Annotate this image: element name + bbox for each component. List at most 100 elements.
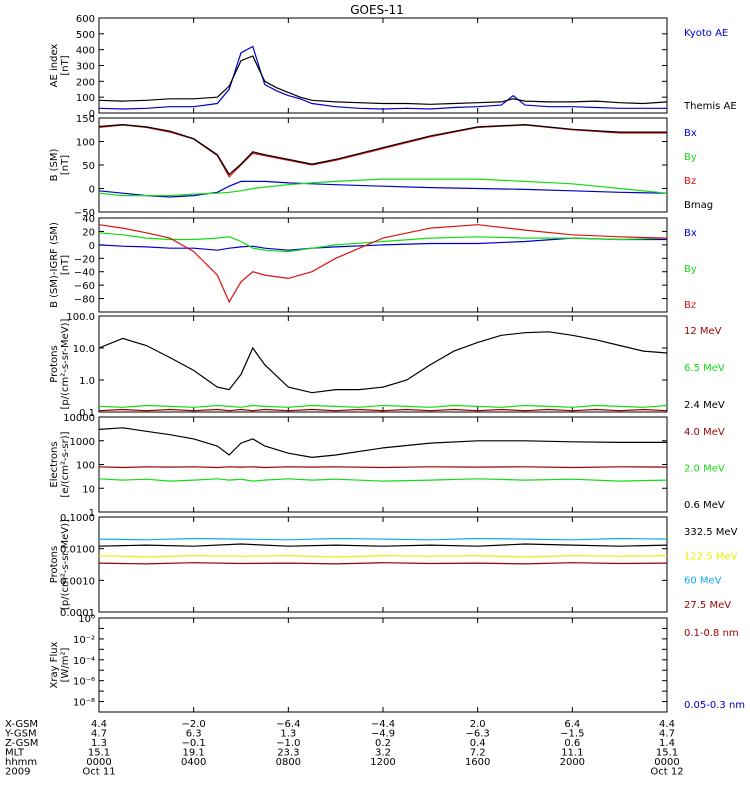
legend-label: 4.0 MeV <box>684 427 725 438</box>
series-line-12-mev <box>98 408 668 412</box>
x-row-value: 4.7 <box>91 729 107 740</box>
legend-label: Bmag <box>684 200 713 211</box>
y-axis-label: [nT] <box>60 255 71 275</box>
y-tick-label: 100 <box>76 138 95 149</box>
legend-label: 27.5 MeV <box>684 600 731 611</box>
y-tick-label: 10000 <box>63 413 95 424</box>
x-row-label: Y-GSM <box>4 729 37 740</box>
y-tick-label: 0 <box>89 241 95 252</box>
series-line-themis-ae <box>98 55 668 105</box>
y-tick-label: 600 <box>76 14 95 25</box>
x-row-value: 6.4 <box>564 719 580 730</box>
x-row-value: 2.0 <box>470 719 486 730</box>
legend-label: 0.1-0.8 nm <box>684 628 739 639</box>
series-line-bmag <box>98 123 667 176</box>
x-row-label: Z-GSM <box>5 738 38 749</box>
series-line-2-4-mev <box>98 331 668 394</box>
y-tick-label: 0.0001 <box>60 608 95 619</box>
x-row-value: 4.4 <box>659 719 675 730</box>
x-row-value: 1.3 <box>280 729 296 740</box>
x-row-label: X-GSM <box>5 719 38 730</box>
x-row-value: 0800 <box>276 757 301 768</box>
series-line-122-5-mev <box>98 555 668 558</box>
series-line-27-5-mev <box>98 562 668 565</box>
y-tick-label: 1000 <box>70 437 95 448</box>
y-tick-label: 10⁻⁶ <box>73 677 95 688</box>
x-row-value: −4.4 <box>371 719 395 730</box>
x-row-label: MLT <box>5 748 25 759</box>
y-tick-label: −80 <box>74 295 95 306</box>
y-axis-label: [e/(cm²-s-sr)] <box>60 431 71 497</box>
series-line-60-mev <box>98 537 668 541</box>
y-tick-label: 10.0 <box>73 344 95 355</box>
y-axis-label: B (SM)-IGRF (SM) <box>49 222 60 308</box>
x-row-value: 1600 <box>465 757 490 768</box>
panel-ae: 0 100 200 300 400 500 600 AE index [nT] Kyoto AE T… <box>49 14 737 120</box>
x-row-value: 23.3 <box>277 748 299 759</box>
series-line-kyoto-ae <box>98 45 667 110</box>
y-axis-label: [nT] <box>60 55 71 75</box>
x-row-value: 2000 <box>560 757 585 768</box>
y-tick-label: 150 <box>76 114 95 125</box>
panel-bsm: −50 0 50 100 150 B (SM) [nT] Bx By Bz Bmag <box>49 114 713 219</box>
y-tick-label: 400 <box>76 46 95 57</box>
legend-label: 0.6 MeV <box>684 500 725 511</box>
x-row-value: −0.1 <box>182 738 206 749</box>
x-row-value: −1.5 <box>560 729 584 740</box>
series-line-bz <box>98 124 667 178</box>
panel-protons1: 0.1 1.0 10.0 100.0 Protons [p/(cm²-s-sr-MeV)]… <box>49 312 725 419</box>
x-row-value: 1.3 <box>91 738 107 749</box>
y-tick-label: −40 <box>74 268 95 279</box>
x-row-value: −2.0 <box>182 719 206 730</box>
panel-frame <box>98 117 668 213</box>
panel-frame <box>98 315 668 413</box>
x-row-value: 4.4 <box>91 719 107 730</box>
legend-label: 122.5 MeV <box>684 551 738 562</box>
x-row-value: 11.1 <box>561 748 583 759</box>
y-tick-label: 100 <box>76 93 95 104</box>
y-tick-label: −50 <box>74 208 95 219</box>
x-row-value: 1200 <box>370 757 395 768</box>
panel-electrons: 1 10 100 1000 10000 Electrons [e/(cm²-s-sr)] 4.… <box>49 413 725 519</box>
y-axis-label: [p/(cm²-s-sr-MeV)] <box>60 318 71 409</box>
x-row-value: 15.1 <box>656 748 678 759</box>
y-tick-label: 50 <box>82 161 95 172</box>
y-tick-label: 200 <box>76 77 95 88</box>
series-line-4-0-mev <box>98 466 668 469</box>
panel-frame <box>98 516 668 613</box>
legend-label: 0.05-0.3 nm <box>684 700 745 711</box>
x-row-value: 7.2 <box>470 748 486 759</box>
y-tick-label: 0.1 <box>79 408 95 419</box>
x-row-value: 0.4 <box>470 738 486 749</box>
x-row-value: Oct 11 <box>82 767 115 778</box>
y-axis-label: B (SM) <box>49 148 60 181</box>
y-axis-label: Protons <box>49 546 60 583</box>
legend-label: Themis AE <box>683 101 737 112</box>
y-tick-label: 10⁰ <box>78 614 95 625</box>
y-tick-label: 1.0 <box>79 376 95 387</box>
y-tick-label: 10 <box>82 484 95 495</box>
panel-frame <box>98 617 668 713</box>
legend-label: By <box>684 152 697 163</box>
x-row-label: hhmm <box>5 757 37 768</box>
panel-protons2: 0.0001 0.0010 0.0100 0.1000 Protons [p/(cm²-s… <box>49 513 738 619</box>
x-row-value: 0.6 <box>564 738 580 749</box>
panel-xray: 10⁻⁸ 10⁻⁶ 10⁻⁴ 10⁻² 10⁰ Xray Flux [W/m²] 0.1-0.… <box>49 614 745 713</box>
legend-label: 6.5 MeV <box>684 363 725 374</box>
legend-label: By <box>684 264 697 275</box>
panel-bdiff: −80 −60 −40 −20 0 20 40 B (SM)-IGRF (SM) [nT] Bx B… <box>49 214 697 313</box>
y-tick-label: 10⁻⁴ <box>73 656 95 667</box>
y-tick-label: 500 <box>76 30 95 41</box>
y-axis-label: [nT] <box>60 155 71 175</box>
chart-title: GOES-11 <box>350 3 404 17</box>
x-row-value: 3.2 <box>375 748 391 759</box>
x-row-value: 15.1 <box>88 748 110 759</box>
panel-frame <box>98 217 668 313</box>
x-row-value: Oct 12 <box>650 767 683 778</box>
y-tick-label: 0 <box>89 185 95 196</box>
x-row-value: 0000 <box>86 757 111 768</box>
series-line-0-6-mev <box>98 427 667 459</box>
legend-label: Kyoto AE <box>684 28 728 39</box>
y-tick-label: 10⁻² <box>73 635 95 646</box>
